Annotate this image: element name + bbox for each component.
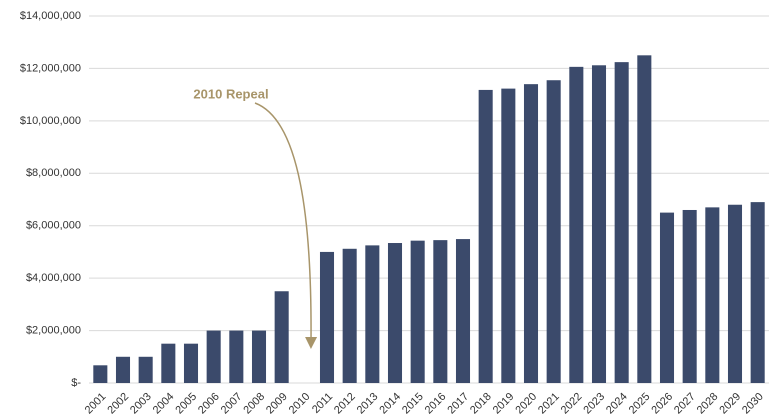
bar xyxy=(433,240,448,383)
bar xyxy=(206,330,221,383)
x-tick-label: 2018 xyxy=(468,391,494,417)
y-tick-label: $- xyxy=(71,377,81,389)
bar xyxy=(614,62,629,383)
x-tick-label: 2022 xyxy=(559,391,585,417)
x-tick-label: 2014 xyxy=(377,391,403,417)
x-tick-label: 2015 xyxy=(400,391,426,417)
bar xyxy=(727,204,743,383)
x-tick-label: 2017 xyxy=(445,391,471,417)
x-tick-label: 2005 xyxy=(173,391,199,417)
x-tick-label: 2016 xyxy=(423,391,449,417)
bar xyxy=(546,80,561,383)
bar xyxy=(387,243,403,383)
bar xyxy=(161,343,176,383)
x-tick-label: 2006 xyxy=(196,391,222,417)
bar xyxy=(93,365,108,383)
y-tick-label: $6,000,000 xyxy=(26,220,81,232)
x-tick-label: 2010 xyxy=(287,391,313,417)
x-tick-label: 2019 xyxy=(491,391,517,417)
x-tick-label: 2009 xyxy=(264,391,290,417)
x-tick-label: 2020 xyxy=(513,391,539,417)
bar xyxy=(183,343,199,383)
bar xyxy=(251,330,267,383)
x-tick-label: 2002 xyxy=(105,391,131,417)
bar xyxy=(342,248,357,383)
x-tick-label: 2024 xyxy=(604,391,630,417)
annotation-arrow xyxy=(254,102,318,349)
bar xyxy=(705,207,720,383)
bar xyxy=(750,202,765,383)
x-tick-label: 2029 xyxy=(717,391,743,417)
bar xyxy=(319,251,335,383)
x-tick-label: 2004 xyxy=(151,391,177,417)
bar xyxy=(523,84,539,384)
bar xyxy=(274,291,289,383)
x-tick-label: 2025 xyxy=(627,391,653,417)
y-tick-label: $10,000,000 xyxy=(20,115,81,127)
annotation: 2010 Repeal xyxy=(193,86,268,101)
bar xyxy=(115,356,131,383)
bar xyxy=(682,209,697,383)
x-tick-label: 2027 xyxy=(672,391,698,417)
bar xyxy=(229,330,244,383)
bar xyxy=(365,245,380,383)
x-tick-label: 2001 xyxy=(83,391,109,417)
y-tick-label: $12,000,000 xyxy=(20,62,81,74)
y-tick-label: $8,000,000 xyxy=(26,167,81,179)
bar xyxy=(455,239,471,383)
x-tick-label: 2013 xyxy=(355,391,381,417)
bar xyxy=(591,65,607,383)
x-tick-label: 2007 xyxy=(219,391,245,417)
bar xyxy=(659,212,675,383)
bar xyxy=(138,356,153,383)
x-tick-label: 2003 xyxy=(128,391,154,417)
x-tick-label: 2012 xyxy=(332,391,358,417)
y-tick-label: $2,000,000 xyxy=(26,324,81,336)
y-tick-label: $14,000,000 xyxy=(20,10,81,22)
x-tick-label: 2021 xyxy=(536,391,562,417)
bar xyxy=(501,88,516,383)
x-tick-label: 2026 xyxy=(649,391,675,417)
x-tick-label: 2008 xyxy=(241,391,267,417)
bar xyxy=(410,240,425,383)
x-tick-label: 2023 xyxy=(581,391,607,417)
x-tick-label: 2028 xyxy=(695,391,721,417)
y-tick-label: $4,000,000 xyxy=(26,272,81,284)
bar xyxy=(569,66,584,383)
bar xyxy=(637,55,652,383)
x-tick-label: 2030 xyxy=(740,391,766,417)
bar xyxy=(478,89,493,383)
x-tick-label: 2011 xyxy=(310,391,335,416)
